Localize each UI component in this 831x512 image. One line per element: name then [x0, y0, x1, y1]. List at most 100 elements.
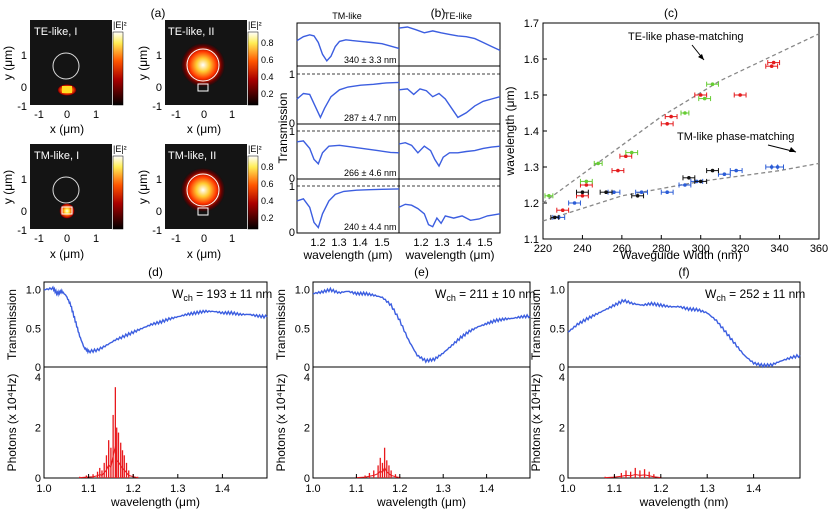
y-tick: 0.5: [550, 323, 565, 335]
annotation-sub: ch: [183, 293, 193, 303]
y-tick: 0: [35, 362, 41, 374]
x-tick: 240: [573, 243, 591, 255]
panel-a-label: (a): [151, 6, 166, 20]
x-tick: -1: [34, 233, 44, 245]
data-point: [729, 168, 743, 174]
photon-envelope: [605, 473, 661, 479]
colorbar-label: |E|²: [248, 20, 262, 30]
x-tick: 1: [93, 109, 99, 121]
y-axis-label: y (μm): [136, 46, 150, 80]
x-axis-label: x (μm): [187, 122, 221, 136]
photon-spectrum: [355, 447, 401, 479]
x-tick: 1.1: [81, 483, 96, 495]
x-axis-label: wavelength (nm): [639, 495, 729, 509]
photons-frame: [43, 366, 268, 479]
y-axis-label-top: Transmission: [274, 289, 288, 360]
heatmap-te-like-1: TE-like, I: [30, 20, 112, 105]
photon-spectrum: [604, 467, 662, 479]
row-label: 287 ± 4.7 nm: [344, 113, 396, 123]
colorbar-tick: 0.2: [261, 89, 274, 99]
row-label: 340 ± 3.3 nm: [344, 55, 396, 65]
data-point: [771, 164, 785, 170]
transmission-curve-te-1: [398, 88, 501, 119]
x-tick: 0: [201, 233, 207, 245]
y-tick: 0: [35, 473, 41, 485]
data-point: [593, 160, 603, 166]
colorbar-labels: |E|² |E|² |E|² |E|² 0.8 0.6 0.4 0.2 0.8 …: [113, 20, 274, 223]
transmission-curve: [313, 286, 531, 364]
transmission-curve-te-2: [398, 141, 501, 168]
transmission-curve-tm-0: [296, 34, 400, 63]
annotation-value: = 252 ± 11 nm: [726, 287, 805, 301]
y-tick: 1.1: [524, 234, 539, 246]
x-tick: 1.1: [607, 483, 622, 495]
y-axis-label-bottom: Photons (x 10⁴Hz): [5, 374, 19, 472]
data-point: [680, 110, 690, 116]
y-tick: -1: [17, 101, 27, 113]
x-axis-label: wavelength (μm): [405, 248, 495, 262]
channel-width-annotation: Wch = 252 ± 11 nm: [705, 287, 805, 303]
x-tick: 340: [770, 243, 788, 255]
transmission-curve-te-0: [398, 26, 501, 52]
transmission-curve: [44, 285, 268, 355]
channel-width-annotation: Wch = 211 ± 10 nm: [435, 287, 535, 303]
y-axis-label: y (μm): [136, 170, 150, 204]
x-tick: 1: [229, 233, 235, 245]
annotation-w: W: [435, 287, 447, 301]
y-tick: 0: [156, 206, 162, 218]
data-point: [678, 182, 692, 188]
photon-envelope: [356, 466, 400, 479]
x-axis-label: x (μm): [50, 122, 84, 136]
y-tick: 0: [559, 362, 565, 374]
x-tick: 220: [534, 243, 552, 255]
x-tick: 1.4: [352, 237, 367, 249]
x-tick: 1.5: [374, 237, 389, 249]
colorbar-tick: 0.6: [261, 179, 274, 189]
row-label: 240 ± 4.4 nm: [344, 222, 396, 232]
y-tick: 0: [289, 118, 295, 130]
y-tick: 2: [304, 423, 310, 435]
panel-b-transmission-stack: (b) TM-like TE-like 340 ± 3.3 nm 287 ± 4…: [276, 6, 501, 262]
y-tick: 1: [289, 181, 295, 193]
photons-frame: [567, 366, 801, 479]
x-axis-label: wavelength (μm): [110, 495, 200, 509]
y-tick: 4: [304, 372, 310, 384]
heatmap-tm-like-1: TM-like, I: [30, 144, 112, 229]
x-tick: 0: [201, 109, 207, 121]
y-axis-label: wavelength (μm): [503, 87, 517, 177]
transmission-curve-tm-3: [296, 188, 400, 230]
transmission-curve-tm-2: [296, 140, 400, 166]
panel-b-curves: [296, 26, 501, 230]
panel-label: (f): [678, 265, 689, 279]
y-tick: 0.5: [295, 323, 310, 335]
data-point: [544, 193, 554, 199]
data-point: [619, 153, 633, 159]
data-point: [694, 92, 708, 98]
colorbar-label: |E|²: [113, 20, 127, 30]
map-title: TM-like, II: [168, 150, 216, 162]
x-tick: 1.0: [36, 483, 51, 495]
y-axis-label: Transmission: [276, 93, 290, 164]
map-title: TM-like, I: [34, 150, 79, 162]
y-tick: 1.4: [524, 126, 539, 138]
transmission-curve-te-3: [398, 203, 501, 228]
fit-line: [542, 33, 820, 204]
data-point: [733, 92, 747, 98]
y-tick: 4: [559, 372, 565, 384]
panel-label: (e): [414, 265, 429, 279]
colorbar-label: |E|²: [113, 144, 127, 154]
x-tick: 1.4: [215, 483, 230, 495]
x-tick: 1.4: [746, 483, 761, 495]
transmission-curve: [567, 298, 801, 369]
x-axis-label: wavelength (μm): [376, 495, 466, 509]
colorbar-tick: 0.4: [261, 196, 274, 206]
y-tick: 2: [559, 423, 565, 435]
y-tick: 0: [289, 173, 295, 185]
x-tick: 0: [64, 233, 70, 245]
data-point: [625, 150, 639, 156]
x-tick: 280: [652, 243, 670, 255]
x-tick: 320: [731, 243, 749, 255]
panel-c-label: (c): [664, 6, 678, 20]
